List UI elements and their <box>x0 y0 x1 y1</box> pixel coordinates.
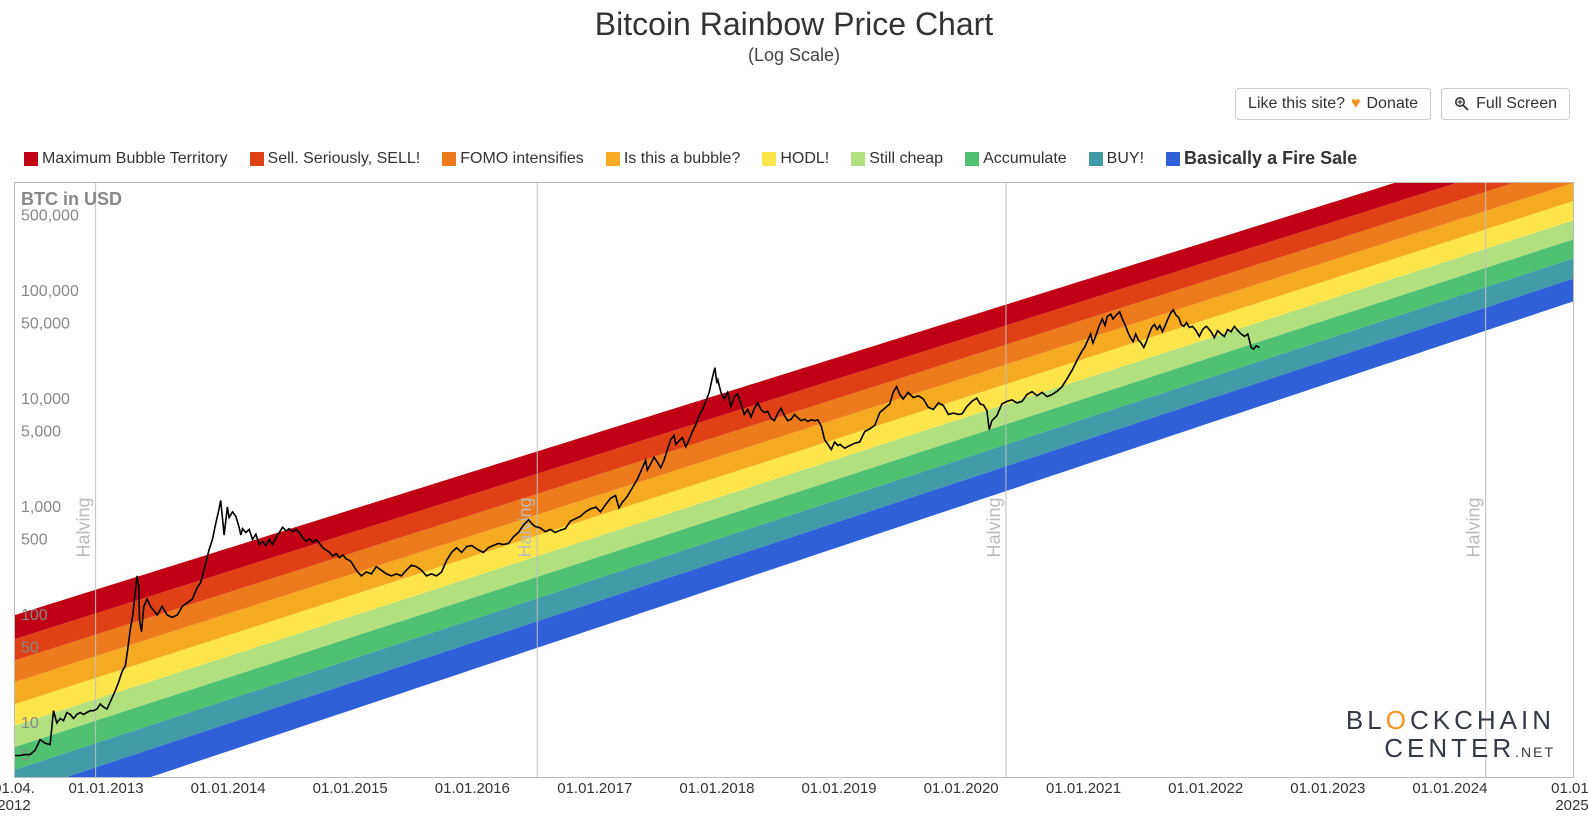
fullscreen-label: Full Screen <box>1476 95 1557 113</box>
x-tick-label: 01.04.2012 <box>0 780 35 815</box>
legend-item[interactable]: Sell. Seriously, SELL! <box>250 150 421 168</box>
svg-text:500,000: 500,000 <box>21 208 79 225</box>
x-tick-label: 01.01.2013 <box>68 780 143 797</box>
x-tick-label: 01.01.2022 <box>1168 780 1243 797</box>
legend-item[interactable]: Is this a bubble? <box>606 150 741 168</box>
legend-swatch <box>851 152 865 166</box>
legend-label: Still cheap <box>869 150 943 168</box>
donate-label: Donate <box>1366 95 1418 113</box>
x-tick-label: 01.01.2017 <box>557 780 632 797</box>
fullscreen-button[interactable]: Full Screen <box>1441 88 1570 120</box>
legend-swatch <box>1166 152 1180 166</box>
legend-item[interactable]: Still cheap <box>851 150 943 168</box>
legend-swatch <box>24 152 38 166</box>
legend-item[interactable]: Basically a Fire Sale <box>1166 148 1357 169</box>
svg-text:Halving: Halving <box>74 498 94 558</box>
svg-text:5,000: 5,000 <box>21 424 61 441</box>
svg-text:50: 50 <box>21 640 39 657</box>
donate-button[interactable]: Like this site? ♥ Donate <box>1235 88 1431 120</box>
legend-item[interactable]: FOMO intensifies <box>442 150 584 168</box>
svg-text:Halving: Halving <box>984 498 1004 558</box>
svg-text:Halving: Halving <box>1464 498 1484 558</box>
svg-text:50,000: 50,000 <box>21 316 70 333</box>
legend-item[interactable]: HODL! <box>762 150 829 168</box>
x-tick-label: 01.01.2020 <box>924 780 999 797</box>
chart-plot-area: Halving Halving Halving Halving BTC in USD 5 1… <box>14 182 1574 778</box>
legend-label: HODL! <box>780 150 829 168</box>
legend-swatch <box>606 152 620 166</box>
x-tick-label: 01.01.2016 <box>435 780 510 797</box>
legend-label: FOMO intensifies <box>460 150 584 168</box>
legend: Maximum Bubble Territory Sell. Seriously,… <box>24 148 1564 169</box>
x-axis: 01.04.201201.01.201301.01.201401.01.2015… <box>14 778 1574 822</box>
x-tick-label: 01.01.2024 <box>1412 780 1487 797</box>
svg-text:BLOCKCHAIN: BLOCKCHAIN <box>1346 705 1555 735</box>
svg-text:Halving: Halving <box>515 498 535 558</box>
x-tick-label: 01.01.2015 <box>313 780 388 797</box>
svg-text:5: 5 <box>21 748 30 765</box>
donate-prefix: Like this site? <box>1248 95 1345 113</box>
legend-label: Accumulate <box>983 150 1067 168</box>
x-tick-label: 01.01.2023 <box>1290 780 1365 797</box>
x-tick-label: 01.01.2021 <box>1046 780 1121 797</box>
legend-swatch <box>762 152 776 166</box>
svg-text:10,000: 10,000 <box>21 391 70 408</box>
legend-swatch <box>1089 152 1103 166</box>
legend-item[interactable]: Accumulate <box>965 150 1067 168</box>
heart-icon: ♥ <box>1351 95 1361 113</box>
fullscreen-icon <box>1454 96 1470 112</box>
legend-label: Sell. Seriously, SELL! <box>268 150 421 168</box>
svg-text:100,000: 100,000 <box>21 283 79 300</box>
legend-item[interactable]: Maximum Bubble Territory <box>24 150 228 168</box>
legend-item[interactable]: BUY! <box>1089 150 1144 168</box>
chart-svg: Halving Halving Halving Halving BTC in USD 5 1… <box>15 183 1573 777</box>
legend-swatch <box>965 152 979 166</box>
x-tick-label: 01.01.2018 <box>679 780 754 797</box>
svg-text:CENTER.NET: CENTER.NET <box>1384 733 1555 763</box>
top-button-bar: Like this site? ♥ Donate Full Screen <box>1235 88 1570 120</box>
svg-text:1,000: 1,000 <box>21 499 61 516</box>
svg-text:BTC in USD: BTC in USD <box>21 189 122 209</box>
svg-text:10: 10 <box>21 715 39 732</box>
legend-label: Basically a Fire Sale <box>1184 148 1357 169</box>
legend-swatch <box>442 152 456 166</box>
x-tick-label: 01.01.2014 <box>191 780 266 797</box>
chart-subtitle: (Log Scale) <box>0 43 1588 66</box>
x-tick-label: 01.01.2019 <box>801 780 876 797</box>
legend-label: Maximum Bubble Territory <box>42 150 228 168</box>
svg-text:500: 500 <box>21 532 48 549</box>
legend-swatch <box>250 152 264 166</box>
legend-label: BUY! <box>1107 150 1144 168</box>
svg-text:100: 100 <box>21 607 48 624</box>
legend-label: Is this a bubble? <box>624 150 741 168</box>
chart-title: Bitcoin Rainbow Price Chart <box>0 0 1588 43</box>
x-tick-label: 01.01.2025 <box>1551 780 1588 815</box>
